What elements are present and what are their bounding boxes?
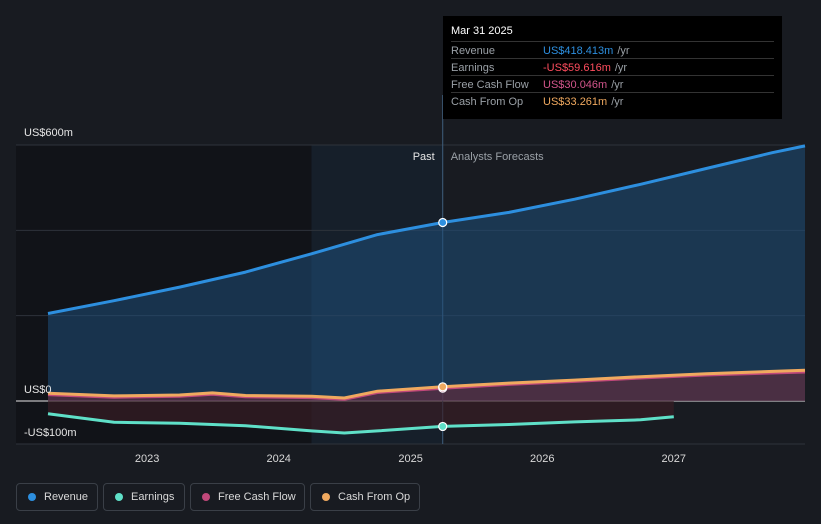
x-tick-label: 2023 [135,453,159,465]
data-tooltip: Mar 31 2025 Revenue US$418.413m/yr Earni… [443,16,782,119]
cash-from-op-line [47,368,806,400]
earnings-area [48,401,674,433]
legend-item-cash-from-op[interactable]: Cash From Op [310,483,420,511]
x-tick-label: 2025 [398,453,422,465]
revenue-marker [438,217,448,228]
tooltip-label: Earnings [451,62,495,74]
x-tick-label: 2027 [662,453,686,465]
legend-item-free-cash-flow[interactable]: Free Cash Flow [190,483,305,511]
tooltip-row-earnings: Earnings -US$59.616m/yr [451,58,774,76]
legend-dot-icon [28,493,36,501]
tooltip-value: US$418.413m/yr [543,45,630,57]
earnings-line [47,412,674,435]
forecast-label: Analysts Forecasts [451,151,544,163]
tooltip-row-free-cash-flow: Free Cash Flow US$30.046m/yr [451,75,774,93]
tooltip-value: -US$59.616m/yr [543,62,628,74]
tooltip-row-revenue: Revenue US$418.413m/yr [451,41,774,59]
legend-item-earnings[interactable]: Earnings [103,483,185,511]
legend-dot-icon [202,493,210,501]
legend-label: Cash From Op [338,491,411,503]
tooltip-value: US$30.046m/yr [543,79,624,91]
series-areas [48,145,805,433]
legend-dot-icon [115,493,123,501]
tooltip-date: Mar 31 2025 [451,25,513,37]
x-tick-label: 2024 [266,453,290,465]
y-axis-bottom-label: -US$100m [24,427,77,439]
cash-from-op-area [48,370,805,401]
y-axis-zero-label: US$0 [24,384,52,396]
tooltip-label: Revenue [451,45,496,57]
series-lines [47,144,806,435]
tooltip-value: US$33.261m/yr [543,96,624,108]
legend-label: Earnings [131,491,175,503]
x-tick-label: 2026 [530,453,554,465]
legend-item-revenue[interactable]: Revenue [16,483,98,511]
legend-dot-icon [322,493,330,501]
legend-label: Revenue [44,491,89,503]
tooltip-row-cash-from-op: Cash From Op US$33.261m/yr [451,92,774,110]
tooltip-label: Free Cash Flow [451,79,529,91]
revenue-area [48,145,805,401]
legend-label: Free Cash Flow [218,491,296,503]
axis-labels: US$600m US$0 -US$100m 2023 2024 2025 2026 2027 P… [24,127,686,465]
cash-from-op-marker [438,382,448,392]
tooltip-label: Cash From Op [451,96,524,108]
past-label: Past [413,151,435,163]
earnings-marker [438,421,448,432]
y-axis-top-label: US$600m [24,127,73,139]
